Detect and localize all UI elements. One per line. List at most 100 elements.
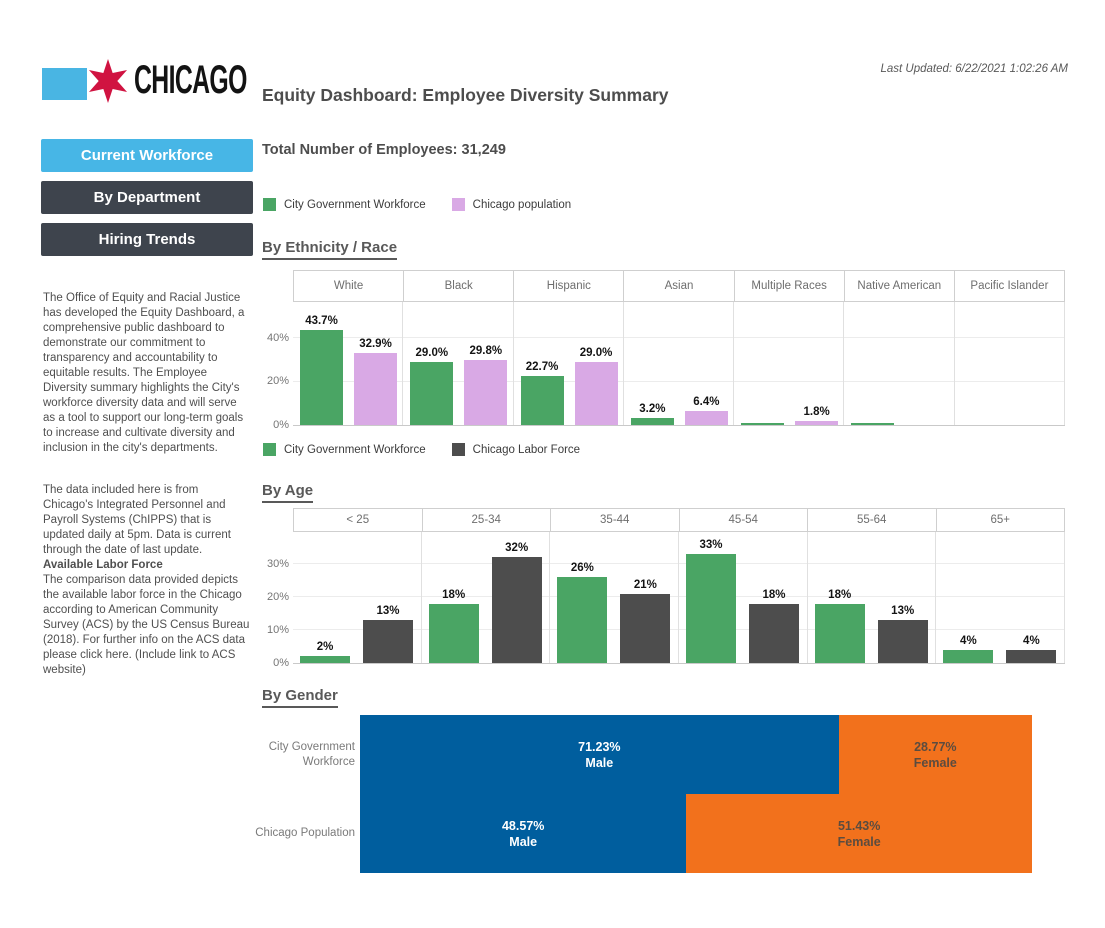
sidebar-data-source-text: The data included here is from Chicago's… [43,484,231,556]
bar[interactable] [686,554,737,663]
category-header: 25-34 [423,509,551,531]
gender-bar: 71.23% Male 28.77% Female [360,715,1032,794]
bar[interactable] [520,375,564,425]
bar[interactable] [620,593,671,663]
bar-value-label: 18% [442,588,466,601]
bar[interactable] [574,361,618,425]
bar-value-label: 29.0% [579,346,613,359]
gender-bar: 48.57% Male 51.43% Female [360,794,1032,873]
gender-segment-label: 51.43% Female [838,818,881,850]
bar-value-label: 32% [505,542,529,555]
gender-segment-female[interactable]: 28.77% Female [838,715,1032,794]
bar-value-label: 26% [570,562,594,575]
legend-item[interactable]: Chicago population [451,198,572,211]
bar[interactable] [851,423,895,425]
bar[interactable] [814,603,865,663]
bar-value-label: 18% [762,588,786,601]
bar[interactable] [300,656,350,663]
nav-hiring-trends-button[interactable]: Hiring Trends [41,223,253,256]
bar[interactable] [877,620,928,663]
bar[interactable] [557,577,608,663]
chart-body: White Black Hispanic Asian Multiple Races Nat… [293,270,1065,426]
nav-by-department-button[interactable]: By Department [41,181,253,214]
bar-value-label: 22.7% [525,360,559,373]
y-axis-tick: 30% [266,558,289,570]
bar[interactable] [491,557,542,663]
gender-segment-female[interactable]: 51.43% Female [686,794,1032,873]
bar[interactable] [300,329,343,425]
legend-label: City Government Workforce [284,198,426,211]
y-axis: 0% 10% 20% 30% [262,508,293,669]
bar[interactable] [410,361,454,425]
gender-segment-name: Male [509,834,538,849]
bar-value-label: 3.2% [639,403,666,416]
total-employees-count: Total Number of Employees: 31,249 [262,142,506,158]
plot-column [844,302,955,425]
gender-segment-name: Male [585,755,614,770]
bar[interactable] [684,411,728,425]
sidebar-about-text: The Office of Equity and Racial Justice … [43,292,245,454]
bar[interactable] [354,353,397,425]
category-header: 35-44 [551,509,680,531]
bar-value-label: 4% [1023,634,1040,647]
y-axis-tick: 10% [266,624,289,636]
plot-column: 22.7% 29.0% [514,302,624,425]
legend-item[interactable]: City Government Workforce [263,198,426,211]
gender-segment-label: 28.77% Female [914,739,957,771]
bar[interactable] [428,603,479,663]
bar[interactable] [630,418,674,425]
y-axis-tick: 0% [273,419,289,431]
category-header: 65+ [937,509,1065,531]
logo-blue-square [42,68,87,100]
bar-value-label: 1.8% [803,406,830,419]
category-header: Asian [624,271,735,301]
category-header: Black [404,271,515,301]
category-header: Multiple Races [735,271,845,301]
section-title-ethnicity: By Ethnicity / Race [262,239,398,260]
legend-label: City Government Workforce [284,443,426,456]
category-header: 55-64 [808,509,937,531]
gender-segment-name: Female [913,755,957,770]
section-title-age: By Age [262,482,314,503]
plot-area: 2% 13% 18% 32% 26% 21% 33% 18% 18% 13% 4% 4% [293,532,1066,664]
plot-column: 33% 18% [679,532,808,663]
bar[interactable] [749,603,800,663]
bar[interactable] [1006,649,1057,663]
gender-segment-value: 71.23% [578,739,621,754]
plot-column: 1.8% [734,302,845,425]
gender-segment-value: 51.43% [837,818,881,833]
nav-current-workforce-button[interactable]: Current Workforce [41,139,253,172]
gender-segment-name: Female [837,834,881,849]
gender-segment-male[interactable]: 71.23% Male [360,715,839,794]
bar-value-label: 2% [316,641,334,654]
last-updated-timestamp: Last Updated: 6/22/2021 1:02:26 AM [880,63,1068,75]
bar[interactable] [363,620,413,663]
legend-label: Chicago Labor Force [472,443,581,456]
plot-column: 2% 13% [293,532,422,663]
gender-row: Chicago Population 48.57% Male 51.43% Female [255,794,1035,873]
gender-segment-value: 28.77% [914,739,957,754]
bar[interactable] [943,649,994,663]
bar-value-label: 13% [891,605,915,618]
category-header: < 25 [293,509,423,531]
bar-value-label: 29.0% [415,346,449,359]
ethnicity-legend: City Government Workforce Chicago populat… [263,198,571,211]
bar[interactable] [795,421,839,425]
y-axis-tick: 20% [266,591,289,603]
legend-item[interactable]: Chicago Labor Force [451,443,581,456]
plot-column: 26% 21% [550,532,680,663]
gender-chart: City Government Workforce 71.23% Male 28.77… [255,715,1035,873]
bar-value-label: 13% [376,605,400,618]
legend-label: Chicago population [472,198,572,211]
gender-segment-value: 48.57% [501,818,545,833]
bar[interactable] [464,360,508,425]
y-axis-tick: 20% [266,375,289,388]
gender-segment-male[interactable]: 48.57% Male [360,794,687,873]
logo-red-star-icon [88,59,128,103]
category-header-row: White Black Hispanic Asian Multiple Races Nat… [293,270,1065,302]
category-header: Pacific Islander [955,271,1065,301]
gender-segment-label: 48.57% Male [502,818,544,850]
plot-column: 18% 32% [422,532,551,663]
bar[interactable] [741,423,785,425]
legend-item[interactable]: City Government Workforce [263,443,426,456]
